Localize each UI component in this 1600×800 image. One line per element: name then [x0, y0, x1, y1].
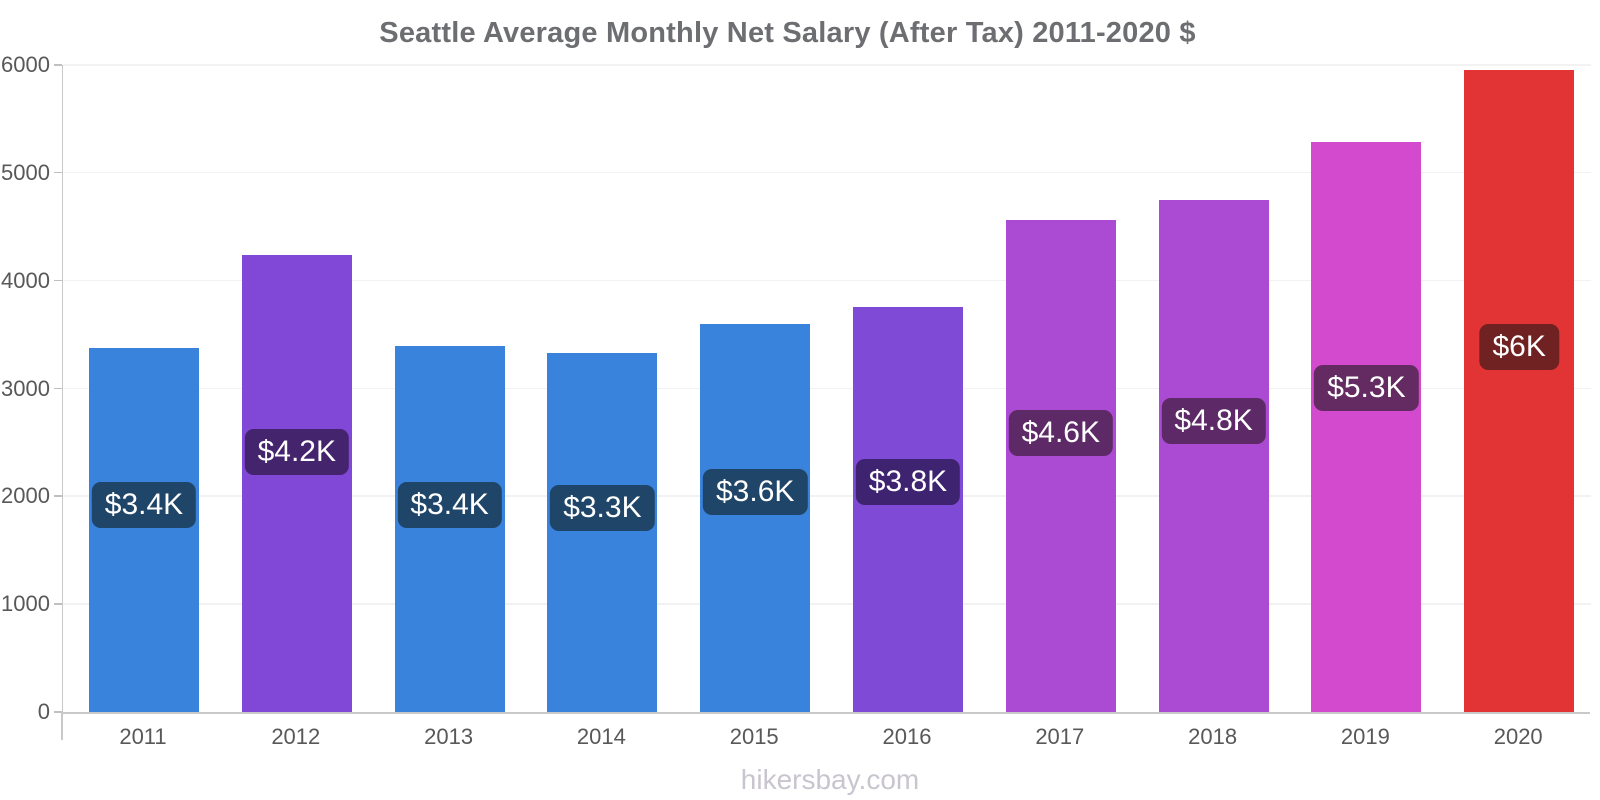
watermark: hikersbay.com — [740, 764, 920, 795]
bar-2012[interactable] — [241, 254, 352, 712]
bar-2018[interactable] — [1158, 199, 1269, 712]
y-axis-label-0: 0 — [37, 699, 50, 724]
x-axis-line — [62, 712, 1590, 714]
y-axis-label-2000: 2000 — [1, 483, 50, 509]
chart-title: Seattle Average Monthly Net Salary (Afte… — [379, 17, 1196, 49]
gridline-2000 — [63, 495, 1591, 497]
gridline-6000 — [63, 64, 1591, 66]
gridline-5000 — [63, 171, 1591, 174]
y-axis-stub — [61, 712, 63, 740]
y-axis-label-6000: 6000 — [1, 52, 50, 77]
value-label-2014: $3.3K — [550, 485, 655, 532]
bar-2020[interactable] — [1464, 70, 1575, 712]
y-axis-label-5000: 5000 — [1, 159, 50, 185]
y-axis-tick-2000 — [54, 495, 62, 497]
bar-2017[interactable] — [1005, 220, 1116, 712]
y-axis-tick-1000 — [54, 603, 62, 605]
x-axis-label-2020: 2020 — [1493, 724, 1543, 749]
x-axis-label-2012: 2012 — [271, 724, 321, 749]
value-label-2017: $4.6K — [1008, 409, 1113, 456]
x-axis-label-2011: 2011 — [119, 724, 167, 749]
value-label-2015: $3.6K — [702, 468, 808, 515]
bar-2011[interactable] — [89, 347, 199, 712]
y-axis-label-1000: 1000 — [1, 591, 50, 617]
bar-2014[interactable] — [547, 352, 658, 712]
x-axis-label-2013: 2013 — [424, 724, 474, 749]
y-axis-tick-0 — [54, 711, 62, 713]
x-axis-label-2017: 2017 — [1035, 724, 1085, 749]
bar-2015[interactable] — [700, 323, 811, 712]
y-axis-tick-4000 — [54, 279, 62, 282]
y-axis-label-4000: 4000 — [1, 267, 50, 293]
x-axis-label-2019: 2019 — [1340, 724, 1390, 749]
y-axis-label-3000: 3000 — [1, 375, 50, 401]
value-label-2016: $3.8K — [855, 458, 961, 505]
x-axis-label-2018: 2018 — [1188, 724, 1238, 749]
value-label-2019: $5.3K — [1314, 364, 1419, 411]
bar-2013[interactable] — [394, 346, 505, 712]
y-axis-tick-6000 — [54, 64, 62, 66]
bar-2019[interactable] — [1311, 141, 1422, 712]
value-label-2011: $3.4K — [91, 482, 197, 529]
value-label-2013: $3.4K — [397, 481, 502, 528]
x-axis-label-2016: 2016 — [882, 724, 932, 749]
x-axis-label-2014: 2014 — [576, 724, 626, 749]
plot-area: $3.4K $4.2K $3.4K $3.3K $3.6K $3.8K $4.6K $4.8K… — [62, 64, 1591, 712]
value-label-2018: $4.8K — [1161, 398, 1266, 445]
x-axis-label-2015: 2015 — [729, 724, 779, 749]
value-label-2020: $6K — [1479, 324, 1559, 371]
gridline-4000 — [63, 279, 1591, 282]
y-axis-tick-3000 — [54, 387, 62, 389]
y-axis-tick-5000 — [54, 171, 62, 174]
gridline-3000 — [63, 387, 1591, 389]
bar-2016[interactable] — [853, 306, 963, 712]
gridline-1000 — [63, 603, 1591, 605]
value-label-2012: $4.2K — [244, 429, 349, 476]
